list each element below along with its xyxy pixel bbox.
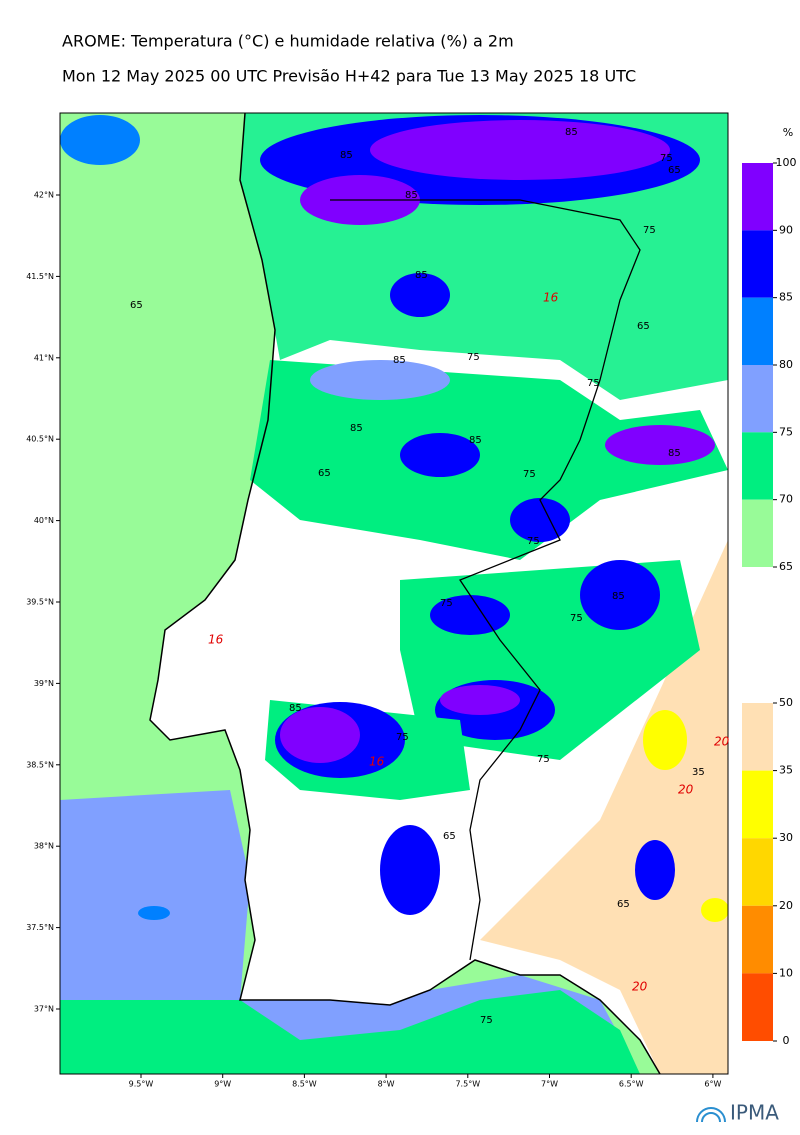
temperature-label: 35 — [692, 767, 705, 778]
contour-label: 65 — [443, 831, 456, 842]
temperature-label: 20 — [678, 783, 694, 797]
colorbar-label: 80 — [779, 358, 793, 371]
temperature-label: 16 — [543, 291, 559, 305]
contour-label: 75 — [480, 1015, 493, 1026]
map-frame — [59, 112, 729, 1075]
colorbar-label: 35 — [779, 764, 793, 777]
contour-label: 75 — [396, 732, 409, 743]
title: AROME: Temperatura (°C) e humidade relat… — [62, 32, 514, 51]
colorbar-segment — [742, 365, 773, 433]
lon-label: 8.5°W — [292, 1080, 317, 1089]
contour-label: 75 — [570, 613, 583, 624]
colorbar-unit: % — [783, 126, 793, 139]
temperature-label: 20 — [632, 980, 648, 994]
map-field — [60, 113, 728, 1074]
contour-label: 75 — [523, 469, 536, 480]
lat-label: 40.5°N — [26, 435, 54, 444]
colorbar-label: 10 — [779, 966, 793, 979]
lat-label: 37.5°N — [26, 923, 54, 932]
colorbar-segment — [742, 432, 773, 500]
colorbar-label: 70 — [779, 493, 793, 506]
colorbar-segment — [742, 838, 773, 906]
colorbar-segment — [742, 230, 773, 298]
lat-label: 41°N — [34, 353, 54, 362]
colorbar-segment — [742, 703, 773, 771]
contour-label: 65 — [637, 321, 650, 332]
colorbar-segment — [742, 297, 773, 365]
lon-label: 7.5°W — [455, 1080, 480, 1089]
contour-label: 85 — [612, 591, 625, 602]
colorbar-label: 100 — [776, 156, 797, 169]
lat-label: 42°N — [34, 191, 54, 200]
contour-label: 85 — [350, 423, 363, 434]
logo-text: IPMA — [730, 1101, 779, 1125]
contour-label: 65 — [130, 300, 143, 311]
colorbar-label: 30 — [779, 831, 793, 844]
contour-label: 75 — [527, 536, 540, 547]
lon-label: 7°W — [541, 1080, 558, 1089]
lat-label: 41.5°N — [26, 272, 54, 281]
lat-label: 37°N — [34, 1005, 54, 1014]
subtitle: Mon 12 May 2025 00 UTC Previsão H+42 par… — [62, 67, 636, 86]
colorbar-label: 90 — [779, 223, 793, 236]
contour-label: 75 — [643, 225, 656, 236]
contour-label: 75 — [537, 754, 550, 765]
lon-label: 6.5°W — [619, 1080, 644, 1089]
colorbar-segment — [742, 905, 773, 974]
contour-label: 75 — [440, 598, 453, 609]
logo: IPMA — [696, 1101, 779, 1125]
colorbar-label: 65 — [779, 560, 793, 573]
contour-label: 85 — [668, 448, 681, 459]
contour-label: 75 — [467, 352, 480, 363]
colorbar-segment — [742, 973, 773, 1041]
contour-label: 75 — [660, 153, 673, 164]
contour-label: 85 — [393, 355, 406, 366]
contour-label: 65 — [617, 899, 630, 910]
colorbar-segment — [742, 163, 773, 231]
contour-label: 65 — [668, 165, 681, 176]
lat-label: 39°N — [34, 679, 54, 688]
lat-label: 38°N — [34, 842, 54, 851]
lon-label: 8°W — [378, 1080, 395, 1089]
contour-label: 85 — [405, 190, 418, 201]
temperature-label: 16 — [369, 755, 385, 769]
colorbar-label: 85 — [779, 291, 793, 304]
contour-label: 85 — [469, 435, 482, 446]
lon-label: 9.5°W — [129, 1080, 154, 1089]
colorbar-segment — [742, 499, 773, 567]
contour-label: 75 — [587, 378, 600, 389]
colorbar-label: 20 — [779, 899, 793, 912]
contour-labels: 85 85 85 75 65 65 75 85 85 75 75 85 65 6… — [130, 127, 730, 1026]
contour-label: 85 — [415, 270, 428, 281]
lat-label: 40°N — [34, 516, 54, 525]
colorbar-segment — [742, 770, 773, 839]
colorbar-label: 0 — [783, 1034, 790, 1047]
lat-label: 38.5°N — [26, 760, 54, 769]
lon-label: 6°W — [704, 1080, 721, 1089]
temperature-label: 20 — [714, 735, 730, 749]
temperature-label: 16 — [208, 633, 224, 647]
lon-label: 9°W — [214, 1080, 231, 1089]
colorbar-label: 75 — [779, 425, 793, 438]
contour-label: 65 — [318, 468, 331, 479]
contour-label: 85 — [565, 127, 578, 138]
contour-label: 85 — [289, 703, 302, 714]
contour-label: 85 — [340, 150, 353, 161]
lat-label: 39.5°N — [26, 598, 54, 607]
colorbar-label: 50 — [779, 696, 793, 709]
